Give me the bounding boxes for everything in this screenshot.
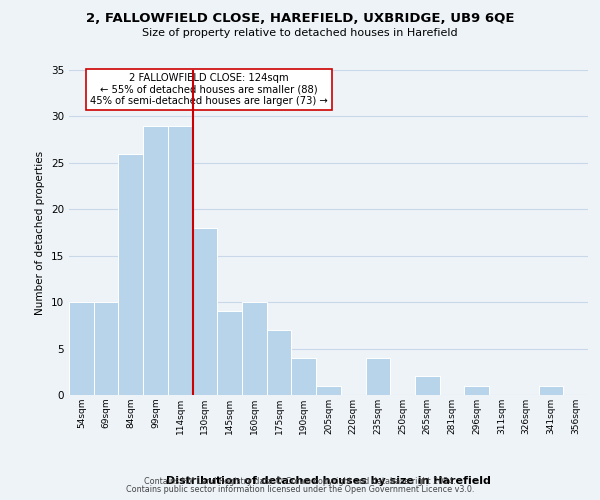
Bar [267, 330, 292, 395]
Bar [193, 228, 217, 395]
Bar [539, 386, 563, 395]
Bar [118, 154, 143, 395]
Bar [242, 302, 267, 395]
Bar [316, 386, 341, 395]
Bar [168, 126, 193, 395]
Bar [69, 302, 94, 395]
Bar [415, 376, 440, 395]
Text: 2 FALLOWFIELD CLOSE: 124sqm
← 55% of detached houses are smaller (88)
45% of sem: 2 FALLOWFIELD CLOSE: 124sqm ← 55% of det… [90, 73, 328, 106]
Text: 2, FALLOWFIELD CLOSE, HAREFIELD, UXBRIDGE, UB9 6QE: 2, FALLOWFIELD CLOSE, HAREFIELD, UXBRIDG… [86, 12, 514, 26]
Text: Contains HM Land Registry data © Crown copyright and database right 2024.: Contains HM Land Registry data © Crown c… [144, 477, 456, 486]
Bar [464, 386, 489, 395]
Bar [217, 312, 242, 395]
X-axis label: Distribution of detached houses by size in Harefield: Distribution of detached houses by size … [166, 476, 491, 486]
Bar [365, 358, 390, 395]
Bar [143, 126, 168, 395]
Bar [94, 302, 118, 395]
Y-axis label: Number of detached properties: Number of detached properties [35, 150, 46, 314]
Text: Contains public sector information licensed under the Open Government Licence v3: Contains public sector information licen… [126, 484, 474, 494]
Bar [292, 358, 316, 395]
Text: Size of property relative to detached houses in Harefield: Size of property relative to detached ho… [142, 28, 458, 38]
